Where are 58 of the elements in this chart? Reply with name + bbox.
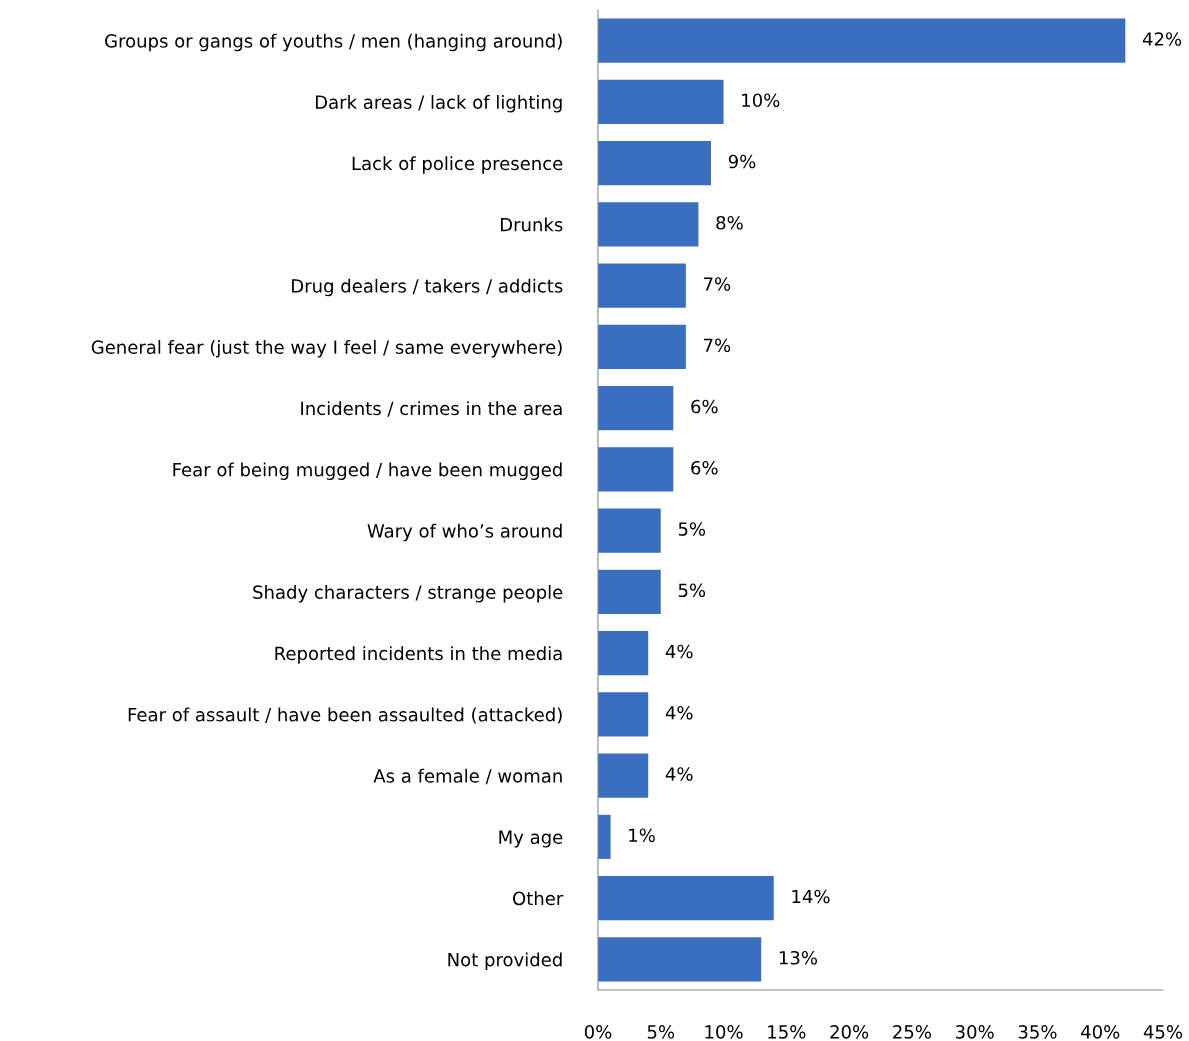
data-label: 7% — [704, 277, 731, 291]
data-label: 10% — [742, 93, 780, 108]
data-label: 5% — [678, 522, 706, 536]
data-label: 42% — [1142, 32, 1182, 46]
x-tick-label: 15% — [768, 1025, 806, 1039]
y-tick-label: Drunks — [500, 217, 563, 232]
bar — [598, 508, 661, 553]
y-tick-label: Not provided — [448, 952, 562, 970]
data-label: 7% — [704, 338, 731, 353]
bar — [598, 79, 724, 124]
bar — [598, 814, 611, 859]
data-label: 1% — [629, 828, 655, 843]
bar — [598, 692, 649, 737]
data-label: 4% — [665, 644, 693, 659]
x-tick-label: 45% — [1143, 1025, 1183, 1039]
x-tick-label: 35% — [1018, 1025, 1057, 1039]
bar — [598, 141, 711, 186]
data-label: 8% — [716, 215, 743, 230]
bar — [598, 386, 674, 431]
data-label: 9% — [728, 154, 756, 169]
data-label: 4% — [665, 767, 693, 781]
y-tick-label: Drug dealers / takers / addicts — [292, 278, 563, 297]
y-tick-label: Groups or gangs of youths / men (hanging around) — [105, 33, 562, 52]
y-tick-label: General fear (just the way I feel / same everywhere) — [91, 340, 562, 358]
y-tick-label: Wary of who’s around — [367, 523, 562, 542]
bar — [598, 324, 686, 369]
y-tick-label: Dark areas / lack of lighting — [315, 95, 562, 113]
y-tick-label: Fear of assault / have been assaulted (attacked) — [128, 707, 562, 724]
bar — [598, 263, 686, 308]
y-tick-label: Reported incidents in the media — [275, 646, 562, 664]
x-tick-label: 10% — [705, 1025, 743, 1039]
x-tick-label: 40% — [1081, 1025, 1120, 1039]
y-tick-label: Incidents / crimes in the area — [301, 401, 562, 417]
data-label: 14% — [792, 889, 830, 904]
x-tick-label: 20% — [830, 1025, 869, 1039]
data-label: 6% — [691, 399, 718, 414]
data-label: 13% — [779, 950, 818, 965]
bar — [598, 753, 649, 798]
bar — [598, 569, 661, 614]
bar — [598, 447, 674, 492]
data-label: 5% — [678, 583, 706, 598]
y-tick-label: Shady characters / strange people — [253, 585, 563, 603]
y-tick-label: As a female / woman — [373, 768, 562, 785]
data-label: 6% — [691, 460, 718, 475]
bar — [598, 937, 762, 982]
x-tick-label: 30% — [955, 1025, 994, 1039]
bar — [598, 631, 649, 676]
y-tick-label: My age — [499, 830, 563, 848]
bar — [598, 876, 774, 921]
x-tick-label: 5% — [647, 1025, 675, 1039]
bar — [598, 18, 1126, 63]
bar — [598, 202, 699, 247]
y-tick-label: Other — [513, 891, 564, 906]
x-tick-label: 25% — [893, 1025, 931, 1039]
y-tick-label: Fear of being mugged / have been mugged — [173, 462, 562, 480]
y-tick-label: Lack of police presence — [352, 156, 563, 174]
x-tick-label: 0% — [584, 1025, 612, 1039]
data-label: 4% — [665, 705, 693, 720]
